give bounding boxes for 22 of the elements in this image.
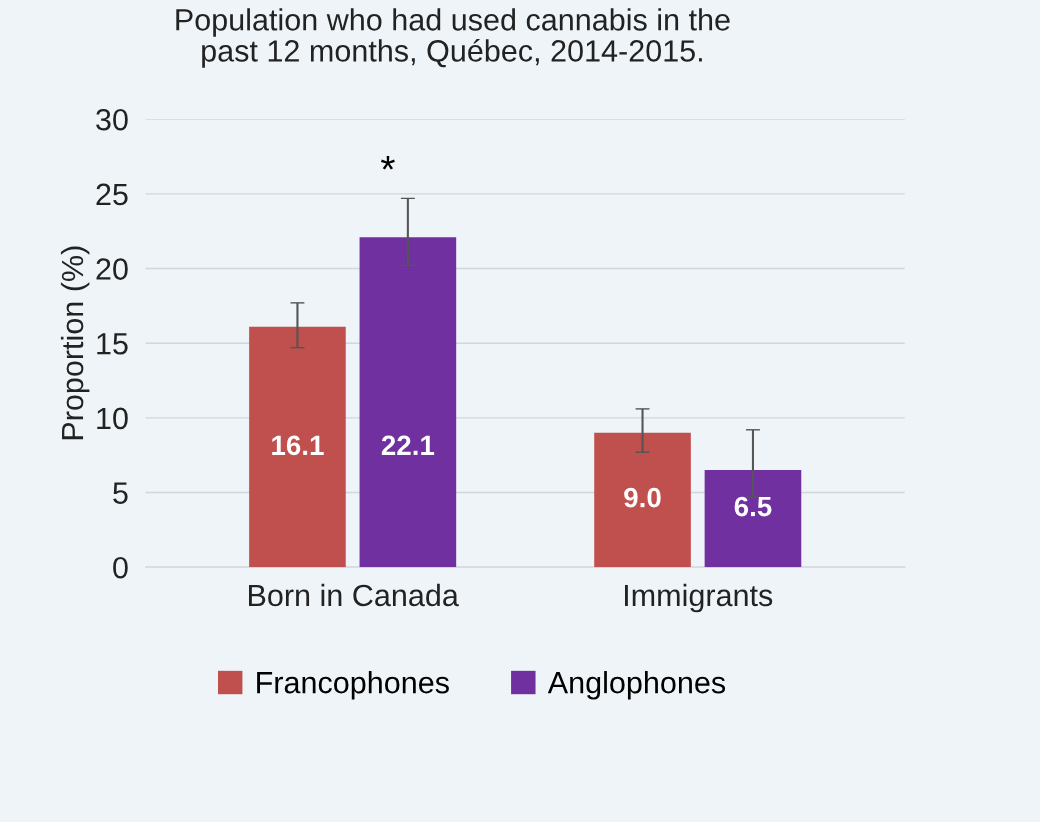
legend-label: Francophones — [257, 671, 449, 700]
data-label: 16.1 — [272, 435, 324, 456]
y-tick-label: 15 — [97, 333, 128, 355]
data-label: 9.0 — [624, 487, 661, 508]
y-tick-label: 10 — [97, 407, 128, 430]
y-tick-label: 20 — [96, 258, 128, 280]
data-label: 6.5 — [734, 496, 772, 517]
y-tick-label: 5 — [113, 482, 128, 504]
bar — [249, 326, 346, 568]
annotation: * — [380, 155, 395, 170]
y-tick-label: 0 — [113, 556, 128, 579]
y-tick-label: 30 — [96, 108, 128, 131]
chart-title: Population who had used cannabis in the past 12 months, Québec, 2014-2015. — [176, 8, 730, 68]
y-axis-title: Proportion (%) — [60, 246, 90, 440]
data-label: 22.1 — [381, 435, 435, 455]
y-tick-label: 25 — [96, 183, 128, 206]
x-tick-label: Immigrants — [625, 583, 773, 613]
bar — [359, 237, 457, 568]
x-tick-label: Born in Canada — [249, 583, 459, 607]
bar — [594, 432, 691, 568]
bar — [704, 470, 802, 568]
legend-label: Anglophones — [547, 671, 726, 700]
